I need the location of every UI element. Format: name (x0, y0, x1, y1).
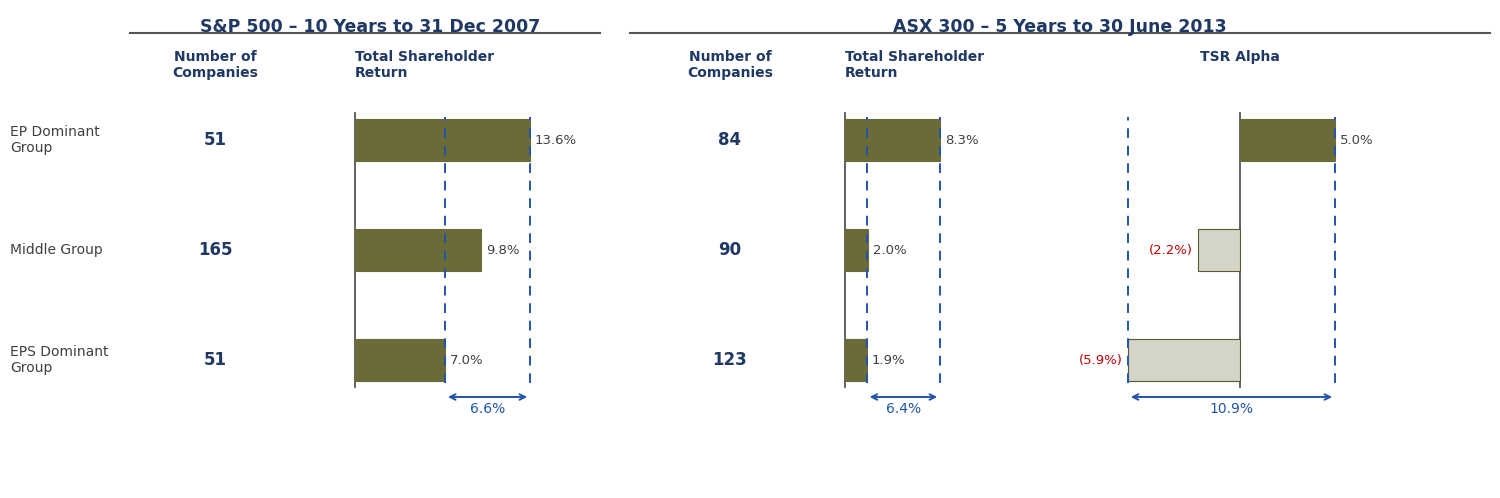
Text: Number of
Companies: Number of Companies (172, 50, 258, 80)
Bar (1198, 229, 1240, 271)
Text: 6.6%: 6.6% (470, 402, 506, 416)
Bar (356, 229, 482, 271)
Bar (1240, 119, 1335, 161)
Text: 51: 51 (204, 351, 226, 369)
Text: EPS Dominant
Group: EPS Dominant Group (10, 345, 108, 375)
Text: Total Shareholder
Return: Total Shareholder Return (356, 50, 494, 80)
Text: 5.0%: 5.0% (1340, 133, 1374, 146)
Bar (844, 229, 868, 271)
Text: 13.6%: 13.6% (536, 133, 578, 146)
Text: S&P 500 – 10 Years to 31 Dec 2007: S&P 500 – 10 Years to 31 Dec 2007 (200, 18, 540, 36)
Text: 10.9%: 10.9% (1209, 402, 1254, 416)
Text: Number of
Companies: Number of Companies (687, 50, 772, 80)
Text: (2.2%): (2.2%) (1149, 244, 1192, 256)
Bar (1128, 339, 1240, 381)
Text: (5.9%): (5.9%) (1078, 354, 1124, 367)
Text: 2.0%: 2.0% (873, 244, 906, 256)
Text: Middle Group: Middle Group (10, 243, 102, 257)
Text: 1.9%: 1.9% (871, 354, 906, 367)
Text: 90: 90 (718, 241, 741, 259)
Bar (356, 119, 530, 161)
Text: 9.8%: 9.8% (486, 244, 519, 256)
Text: 7.0%: 7.0% (450, 354, 483, 367)
Bar (844, 119, 940, 161)
Text: ASX 300 – 5 Years to 30 June 2013: ASX 300 – 5 Years to 30 June 2013 (892, 18, 1227, 36)
Text: TSR Alpha: TSR Alpha (1200, 50, 1280, 64)
Text: 6.4%: 6.4% (886, 402, 921, 416)
Text: 84: 84 (718, 131, 741, 149)
Text: 123: 123 (712, 351, 747, 369)
Text: 165: 165 (198, 241, 232, 259)
Text: EP Dominant
Group: EP Dominant Group (10, 125, 99, 155)
Bar (844, 339, 867, 381)
Text: Total Shareholder
Return: Total Shareholder Return (844, 50, 984, 80)
Text: 8.3%: 8.3% (945, 133, 978, 146)
Text: 51: 51 (204, 131, 226, 149)
Bar (356, 339, 446, 381)
